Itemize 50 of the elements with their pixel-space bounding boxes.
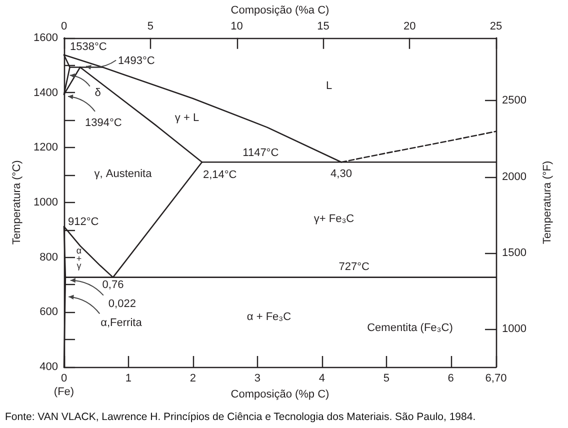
x-tick-label: 2 xyxy=(190,372,196,384)
x-tick-label: 3 xyxy=(254,372,260,384)
y-tick-label: 1000 xyxy=(34,196,58,208)
x2-tick-label: 15 xyxy=(317,20,330,32)
y-tick-label: 800 xyxy=(40,251,58,264)
x-tick-label: 5 xyxy=(383,372,390,384)
y-tick-label: 1200 xyxy=(34,142,58,154)
annotation: α + Fe₃C xyxy=(246,310,292,324)
y-tick-label: 400 xyxy=(40,361,58,373)
y2-tick-label: 1000 xyxy=(502,323,526,336)
annotation: (Fe) xyxy=(54,386,74,398)
x-tick-label: 1 xyxy=(125,372,132,384)
y-tick-label: 600 xyxy=(40,306,58,318)
annotation: 727°C xyxy=(338,261,370,274)
annotation: 2,14°C xyxy=(202,169,237,182)
annotation: L xyxy=(326,80,332,92)
x2-axis-title: Composição (%a C) xyxy=(230,4,330,16)
y-tick-label: 1400 xyxy=(34,86,58,99)
y2-axis-title: Temperatura (°F) xyxy=(542,160,554,244)
x-tick-label: 0 xyxy=(60,372,68,384)
x2-tick-label: 20 xyxy=(403,20,416,32)
annotation: α + γ xyxy=(76,246,82,271)
y2-tick-label: 2000 xyxy=(502,170,526,183)
annotation: 4,30 xyxy=(330,168,352,180)
y2-tick-label: 2500 xyxy=(502,94,526,107)
x2-tick-label: 0 xyxy=(60,20,68,32)
x-tick-label: 6 xyxy=(448,372,454,384)
annotation: γ+ Fe₃C xyxy=(314,212,354,226)
annotation: 1394°C xyxy=(85,117,122,130)
annotation: 1538°C xyxy=(70,40,107,53)
y-tick-label: 1600 xyxy=(34,32,58,44)
annotation: 1493°C xyxy=(118,55,155,68)
annotation: γ, Austenita xyxy=(94,168,152,180)
annotation: Cementita (Fe₃C) xyxy=(367,322,453,334)
annotation: 912°C xyxy=(68,216,99,228)
x-axis-title: Composição (%p C) xyxy=(230,388,330,400)
annotation: δ xyxy=(94,87,101,100)
annotation: 0,76 xyxy=(102,279,124,292)
source-note: Fonte: VAN VLACK, Lawrence H. Princípios de Ciência e Tecnologia dos Materiais. São Paulo, 1984. xyxy=(5,411,476,423)
x2-tick-label: 25 xyxy=(490,20,502,32)
y2-tick-label: 1500 xyxy=(502,247,526,260)
annotation: γ + L xyxy=(174,112,200,124)
x-tick-label: 6,70 xyxy=(485,372,507,384)
annotation: 1147°C xyxy=(242,147,279,160)
annotation: α,Ferrita xyxy=(100,316,142,329)
x2-tick-label: 5 xyxy=(147,20,154,32)
y-axis-title: Temperatura (°C) xyxy=(11,160,24,245)
annotation: 0,022 xyxy=(108,298,136,310)
x-tick-label: 4 xyxy=(318,372,325,384)
x2-tick-label: 10 xyxy=(230,20,243,32)
